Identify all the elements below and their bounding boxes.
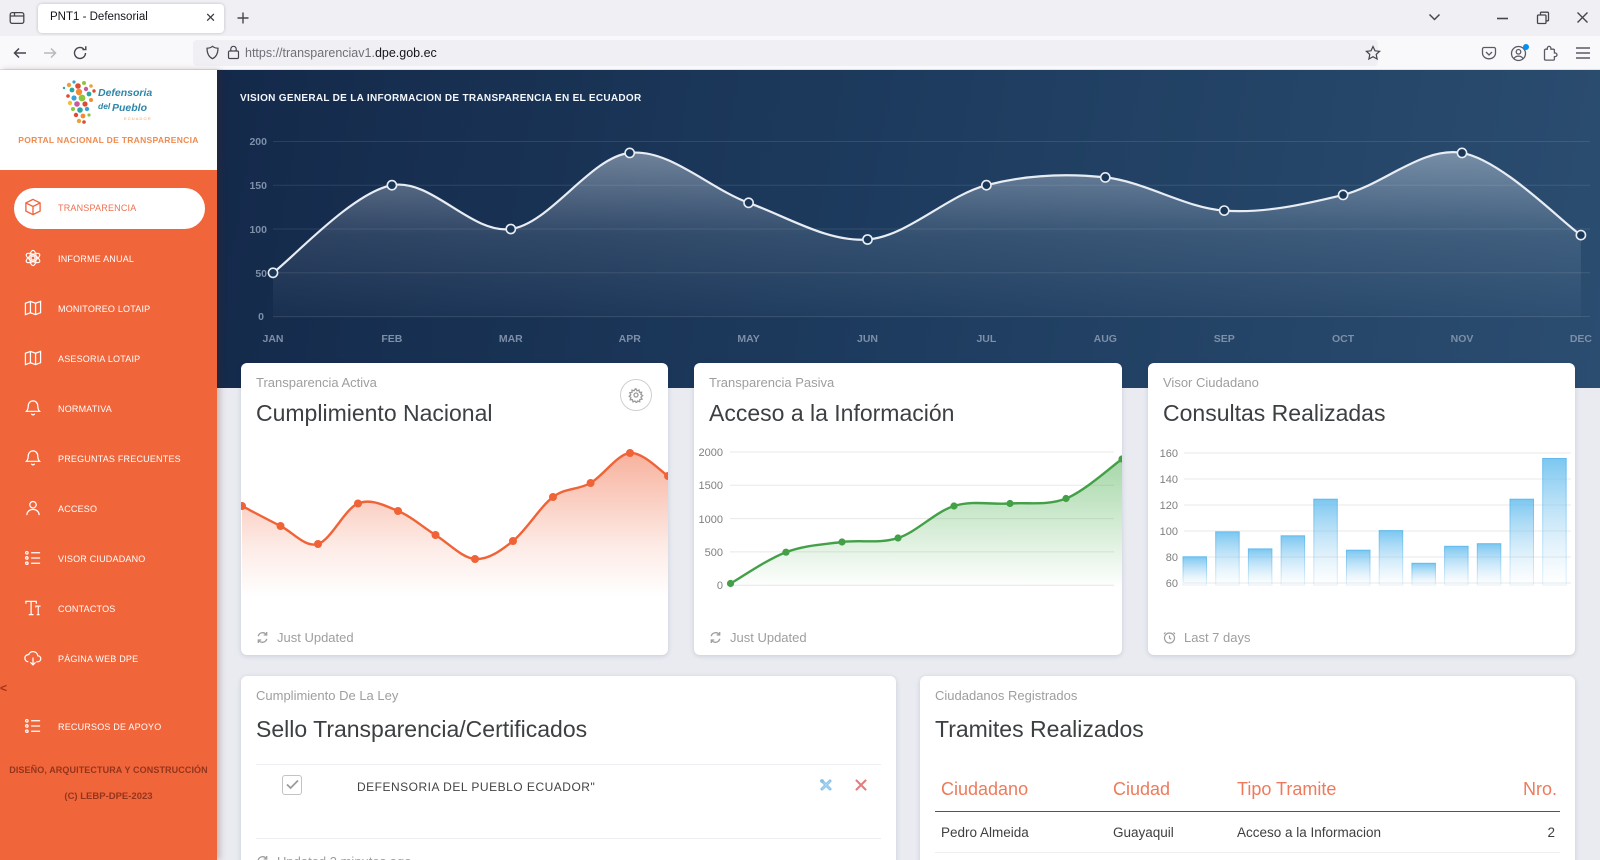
svg-text:80: 80	[1166, 552, 1178, 564]
svg-text:Defensoria: Defensoria	[98, 87, 152, 99]
svg-text:500: 500	[705, 547, 723, 559]
svg-text:MAY: MAY	[737, 333, 759, 345]
svg-text:AUG: AUG	[1094, 333, 1117, 345]
svg-text:100: 100	[249, 224, 267, 236]
svg-text:OCT: OCT	[1332, 333, 1355, 345]
svg-text:JAN: JAN	[262, 333, 283, 345]
svg-text:APR: APR	[619, 333, 642, 345]
svg-text:50: 50	[255, 268, 267, 280]
svg-text:del: del	[98, 101, 111, 111]
svg-text:FEB: FEB	[381, 333, 402, 345]
svg-text:JUL: JUL	[976, 333, 996, 345]
svg-text:Pueblo: Pueblo	[112, 102, 148, 114]
svg-text:DEC: DEC	[1570, 333, 1593, 345]
svg-text:100: 100	[1160, 526, 1178, 538]
svg-text:MAR: MAR	[499, 333, 523, 345]
svg-text:2000: 2000	[699, 447, 723, 459]
svg-text:140: 140	[1160, 474, 1178, 486]
svg-text:120: 120	[1160, 500, 1178, 512]
svg-text:1500: 1500	[699, 480, 723, 492]
svg-text:SEP: SEP	[1214, 333, 1235, 345]
svg-text:0: 0	[258, 311, 264, 323]
svg-text:ECUADOR: ECUADOR	[124, 116, 152, 121]
svg-text:VISION GENERAL DE LA INFORMACI: VISION GENERAL DE LA INFORMACION DE TRAN…	[240, 93, 642, 104]
svg-text:1000: 1000	[699, 514, 723, 526]
svg-text:NOV: NOV	[1451, 333, 1474, 345]
svg-text:200: 200	[249, 136, 267, 148]
svg-text:60: 60	[1166, 578, 1178, 590]
svg-text:JUN: JUN	[857, 333, 878, 345]
svg-text:150: 150	[249, 180, 267, 192]
svg-text:0: 0	[717, 580, 723, 592]
svg-text:160: 160	[1160, 448, 1178, 460]
